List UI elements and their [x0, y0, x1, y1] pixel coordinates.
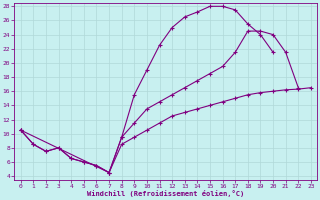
X-axis label: Windchill (Refroidissement éolien,°C): Windchill (Refroidissement éolien,°C) [87, 190, 244, 197]
